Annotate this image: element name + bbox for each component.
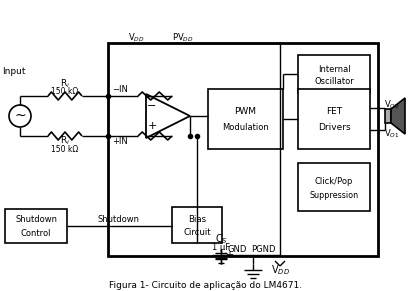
Text: Drivers: Drivers [318,123,350,132]
Text: Suppression: Suppression [309,191,358,200]
Text: −: − [147,101,157,111]
Text: 150 kΩ: 150 kΩ [51,145,78,153]
Bar [298,55,370,93]
Text: +IN: +IN [112,138,128,146]
Text: Control: Control [21,229,51,238]
Text: −IN: −IN [112,86,128,95]
Text: Bias: Bias [188,215,206,224]
Text: PGND: PGND [251,246,275,255]
Text: V$_{DD}$: V$_{DD}$ [128,32,144,44]
Text: PWM: PWM [235,107,256,116]
Bar [108,43,378,256]
Bar [298,89,370,149]
Text: Internal: Internal [318,65,350,74]
Text: FET: FET [326,107,342,116]
Text: Input: Input [2,67,26,75]
Bar [208,89,283,149]
Bar [298,163,370,211]
Text: +: + [147,121,157,131]
Text: V$_{DD}$: V$_{DD}$ [271,263,290,277]
Text: V$_{O2}$: V$_{O2}$ [384,99,400,111]
Text: Modulation: Modulation [222,123,269,132]
Text: R$_i$: R$_i$ [60,135,70,147]
Text: +: + [225,250,233,260]
Text: R$_i$: R$_i$ [60,78,70,90]
Text: Click/Pop: Click/Pop [315,177,353,186]
Text: Shutdown: Shutdown [15,215,57,224]
Text: Oscillator: Oscillator [314,77,354,86]
Bar [5,209,67,243]
Text: Shutdown: Shutdown [98,216,140,224]
Text: PV$_{DD}$: PV$_{DD}$ [172,32,194,44]
Text: C$_S$: C$_S$ [214,232,228,246]
Text: Circuit: Circuit [183,228,211,237]
Text: Figura 1- Circuito de aplicação do LM4671.: Figura 1- Circuito de aplicação do LM467… [109,281,303,290]
Text: ~: ~ [14,109,26,123]
Polygon shape [391,98,405,134]
Text: 150 kΩ: 150 kΩ [51,86,78,95]
Bar [385,109,391,123]
Text: 1 μF: 1 μF [212,242,230,251]
Bar [172,207,222,243]
Text: V$_{O1}$: V$_{O1}$ [384,127,399,140]
Text: GND: GND [227,246,247,255]
